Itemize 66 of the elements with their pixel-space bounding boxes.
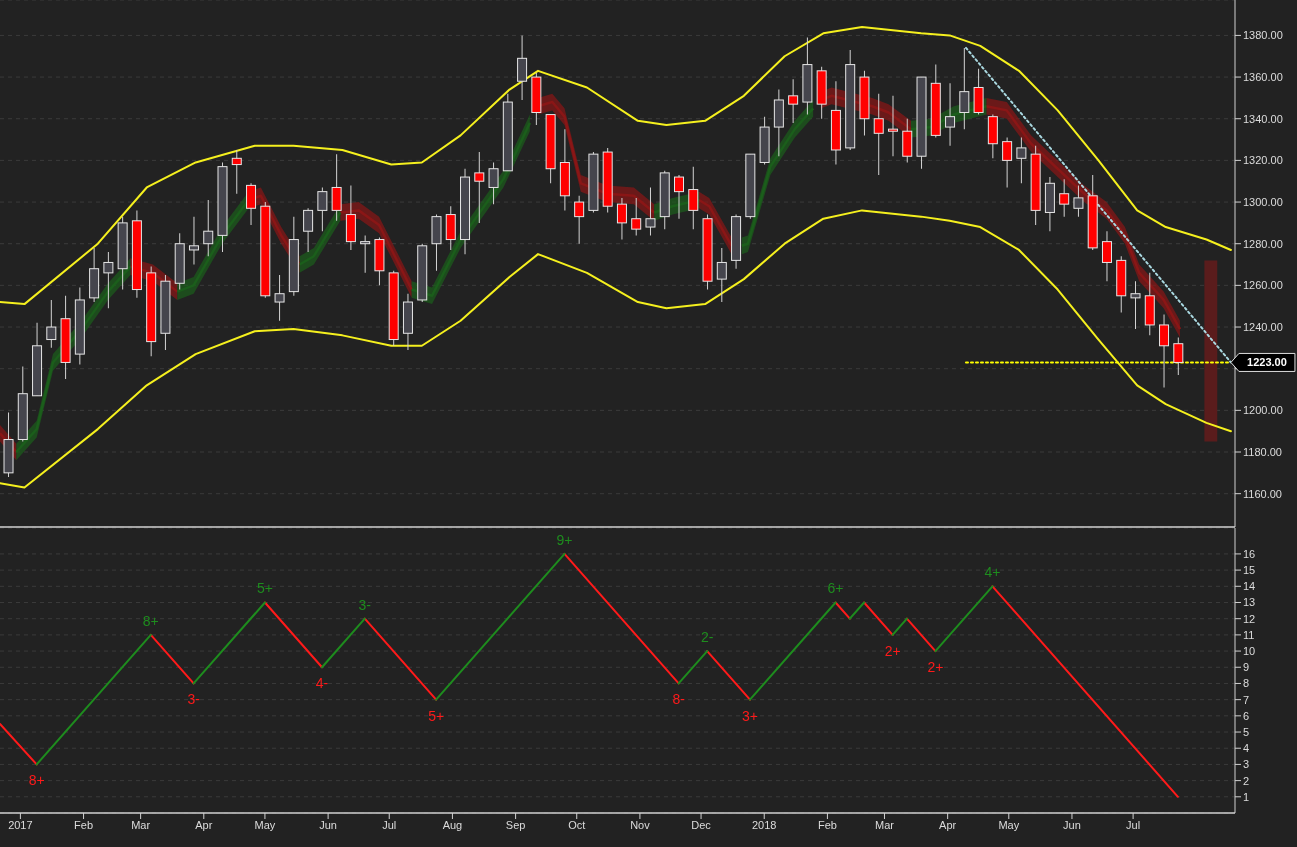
y-tick-label: 1380.00 [1243, 29, 1283, 42]
annotation: 9+ [556, 531, 573, 548]
x-tick-label: Jun [319, 818, 337, 831]
annotation: 4- [315, 675, 329, 692]
annotation: 1223.00 [1247, 356, 1287, 369]
y-tick-label: 4 [1243, 742, 1250, 755]
y-tick-label: 1160.00 [1243, 487, 1282, 500]
y-tick-label: 10 [1243, 644, 1256, 657]
x-tick-label: Sep [505, 818, 526, 831]
annotation: 3+ [741, 707, 758, 724]
x-tick-label: 2018 [751, 818, 777, 831]
y-tick-label: 1240.00 [1243, 320, 1283, 333]
y-tick-label: 15 [1243, 564, 1256, 577]
y-tick-label: 6 [1243, 709, 1250, 722]
y-tick-label: 1300.00 [1243, 195, 1283, 208]
x-tick-label: May [254, 818, 276, 831]
candlestick [360, 235, 371, 273]
y-tick-label: 1280.00 [1243, 237, 1283, 250]
x-tick-label: Mar [875, 818, 895, 831]
y-tick-label: 12 [1243, 612, 1256, 625]
x-tick-label: Apr [195, 818, 213, 831]
y-tick-label: 1180.00 [1243, 445, 1282, 458]
x-tick-label: May [998, 818, 1020, 831]
annotation: 8+ [142, 612, 159, 629]
y-tick-label: 1320.00 [1243, 154, 1283, 167]
annotation: 8+ [28, 772, 45, 789]
y-tick-label: 1360.00 [1243, 70, 1283, 83]
y-tick-label: 1200.00 [1243, 404, 1283, 417]
x-tick-label: Dec [691, 818, 712, 831]
x-tick-label: Jul [1126, 818, 1141, 831]
candlestick [887, 95, 898, 157]
y-tick-label: 16 [1243, 547, 1256, 560]
annotation: 5+ [256, 580, 273, 597]
x-tick-label: Apr [939, 818, 957, 831]
y-tick-label: 11 [1243, 628, 1255, 641]
x-tick-label: Feb [817, 818, 837, 831]
annotation: 3- [187, 691, 201, 708]
x-tick-label: Jun [1063, 818, 1081, 831]
y-tick-label: 7 [1243, 693, 1250, 706]
x-tick-label: Aug [442, 818, 463, 831]
annotation: 5+ [428, 707, 445, 724]
annotation: 4+ [984, 564, 1001, 581]
y-tick-label: 1260.00 [1243, 279, 1283, 292]
x-tick-label: 2017 [8, 818, 33, 831]
annotation: 6+ [827, 580, 844, 597]
y-tick-label: 1 [1243, 790, 1250, 803]
annotation: 8- [672, 691, 686, 708]
x-tick-label: Jul [382, 818, 397, 831]
annotation: 2+ [884, 642, 901, 659]
y-tick-label: 8 [1243, 677, 1250, 690]
annotation: 2+ [927, 659, 944, 676]
line-series [0, 209, 1232, 489]
y-tick-label: 1340.00 [1243, 112, 1283, 125]
y-tick-label: 14 [1243, 580, 1256, 593]
y-tick-label: 9 [1243, 661, 1250, 674]
x-tick-label: Nov [630, 818, 651, 831]
x-tick-label: Mar [131, 818, 151, 831]
y-tick-label: 5 [1243, 725, 1250, 738]
y-tick-label: 2 [1243, 774, 1250, 787]
annotation: 2- [700, 629, 714, 646]
x-tick-label: Feb [74, 818, 94, 831]
line-series [0, 26, 1232, 306]
x-tick-label: Oct [568, 818, 586, 831]
y-tick-label: 13 [1243, 596, 1256, 609]
annotation: 3- [358, 596, 372, 613]
y-tick-label: 3 [1243, 758, 1250, 771]
